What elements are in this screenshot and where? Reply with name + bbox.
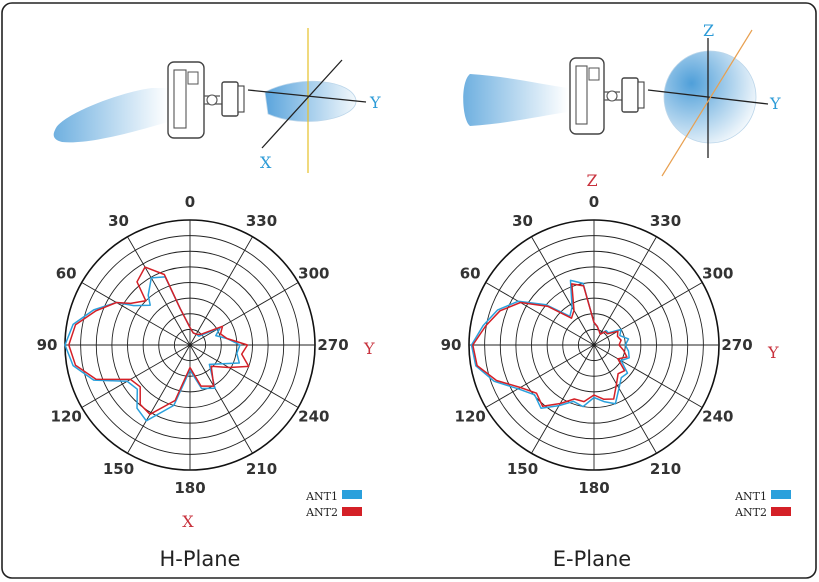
e-plane-tick-label-270: 270 xyxy=(721,336,752,354)
h-plane-tick-label-210: 210 xyxy=(246,460,277,478)
e-plane-spoke-120 xyxy=(485,344,595,408)
e-plane-title: E-Plane xyxy=(553,547,631,571)
e-plane-tick-label-180: 180 xyxy=(578,479,609,497)
h-plane-diagram-x-label: X xyxy=(260,153,272,172)
e-plane-diagram: Z Y xyxy=(463,21,781,177)
e-plane-tick-label-150: 150 xyxy=(507,460,538,478)
e-plane-polar-chart: 0 30 60 90 120 150 180 210 240 270 300 330 xyxy=(441,193,753,497)
e-plane-legend: ANT1 ANT2 xyxy=(734,490,791,519)
h-plane-tick-label-180: 180 xyxy=(174,479,205,497)
h-plane-legend-ant1: ANT1 xyxy=(305,490,338,503)
e-plane-right-axis-label: Y xyxy=(767,343,779,362)
h-plane-tick-label-240: 240 xyxy=(298,408,329,426)
h-plane-series-ant1 xyxy=(64,276,241,422)
h-plane-legend-ant2: ANT2 xyxy=(305,506,338,519)
e-plane-spoke-240 xyxy=(593,344,703,408)
e-plane-tick-label-300: 300 xyxy=(702,265,733,283)
e-plane-tick-label-30: 30 xyxy=(512,212,533,230)
h-plane-rear-beam xyxy=(53,88,168,143)
e-plane-top-axis-label: Z xyxy=(586,171,597,190)
e-plane-series-ant2 xyxy=(472,283,628,408)
e-plane-spoke-60 xyxy=(485,282,595,346)
h-plane-legend-swatch-ant2 xyxy=(342,507,362,516)
h-plane-spoke-150 xyxy=(127,344,191,454)
h-plane-right-axis-label: Y xyxy=(363,339,375,358)
e-plane-tick-label-240: 240 xyxy=(702,408,733,426)
h-plane-title: H-Plane xyxy=(160,547,241,571)
e-plane-legend-swatch-ant2 xyxy=(771,507,791,516)
e-plane-tick-label-60: 60 xyxy=(460,265,481,283)
h-plane-device-icon xyxy=(167,61,245,139)
e-plane-diagram-y-label: Y xyxy=(769,94,781,113)
e-plane-tick-label-120: 120 xyxy=(455,408,486,426)
e-plane-series-ant1 xyxy=(470,279,630,409)
h-plane-tick-label-300: 300 xyxy=(298,265,329,283)
h-plane-series-ant2 xyxy=(68,266,250,416)
h-plane-tick-label-120: 120 xyxy=(51,408,82,426)
h-plane-spoke-60 xyxy=(81,282,191,346)
h-plane-spoke-300 xyxy=(189,282,299,346)
h-plane-legend: ANT1 ANT2 xyxy=(305,490,362,519)
e-plane-diagram-z-label: Z xyxy=(703,21,714,40)
h-plane-main-lobe xyxy=(264,80,357,122)
e-plane-tick-label-210: 210 xyxy=(650,460,681,478)
h-plane-spoke-210 xyxy=(189,344,253,454)
h-plane-legend-swatch-ant1 xyxy=(342,490,362,499)
h-plane-spoke-330 xyxy=(189,236,253,346)
e-plane-rear-beam xyxy=(463,74,568,126)
h-plane-tick-label-150: 150 xyxy=(103,460,134,478)
e-plane-spoke-330 xyxy=(593,236,657,346)
e-plane-legend-swatch-ant1 xyxy=(771,490,791,499)
h-plane-spoke-120 xyxy=(81,344,191,408)
h-plane-tick-label-270: 270 xyxy=(317,336,348,354)
e-plane-device-icon xyxy=(569,57,645,135)
e-plane-y-axis xyxy=(647,89,769,105)
e-plane-legend-ant1: ANT1 xyxy=(734,490,767,503)
h-plane-spoke-30 xyxy=(127,236,191,346)
e-plane-tick-label-0: 0 xyxy=(589,193,599,211)
e-plane-spoke-150 xyxy=(531,344,595,454)
h-plane-x-axis xyxy=(261,59,343,149)
h-plane-tick-label-60: 60 xyxy=(56,265,77,283)
h-plane-diagram: Y X xyxy=(53,28,381,173)
h-plane-spoke-240 xyxy=(189,344,299,408)
e-plane-tick-label-90: 90 xyxy=(441,336,462,354)
h-plane-tick-label-30: 30 xyxy=(108,212,129,230)
e-plane-spoke-210 xyxy=(593,344,657,454)
h-plane-y-axis xyxy=(247,89,367,103)
h-plane-tick-label-90: 90 xyxy=(37,336,58,354)
e-plane-spoke-30 xyxy=(531,236,595,346)
h-plane-polar-chart: 0 30 60 90 120 150 180 210 240 270 300 330 xyxy=(37,193,349,497)
h-plane-tick-label-0: 0 xyxy=(185,193,195,211)
h-plane-diagram-y-label: Y xyxy=(369,93,381,112)
e-plane-legend-ant2: ANT2 xyxy=(734,506,767,519)
h-plane-tick-label-330: 330 xyxy=(246,212,277,230)
h-plane-bottom-axis-label: X xyxy=(182,512,194,531)
e-plane-tick-label-330: 330 xyxy=(650,212,681,230)
e-plane-diagonal-axis xyxy=(661,29,753,177)
e-plane-spoke-300 xyxy=(593,282,703,346)
